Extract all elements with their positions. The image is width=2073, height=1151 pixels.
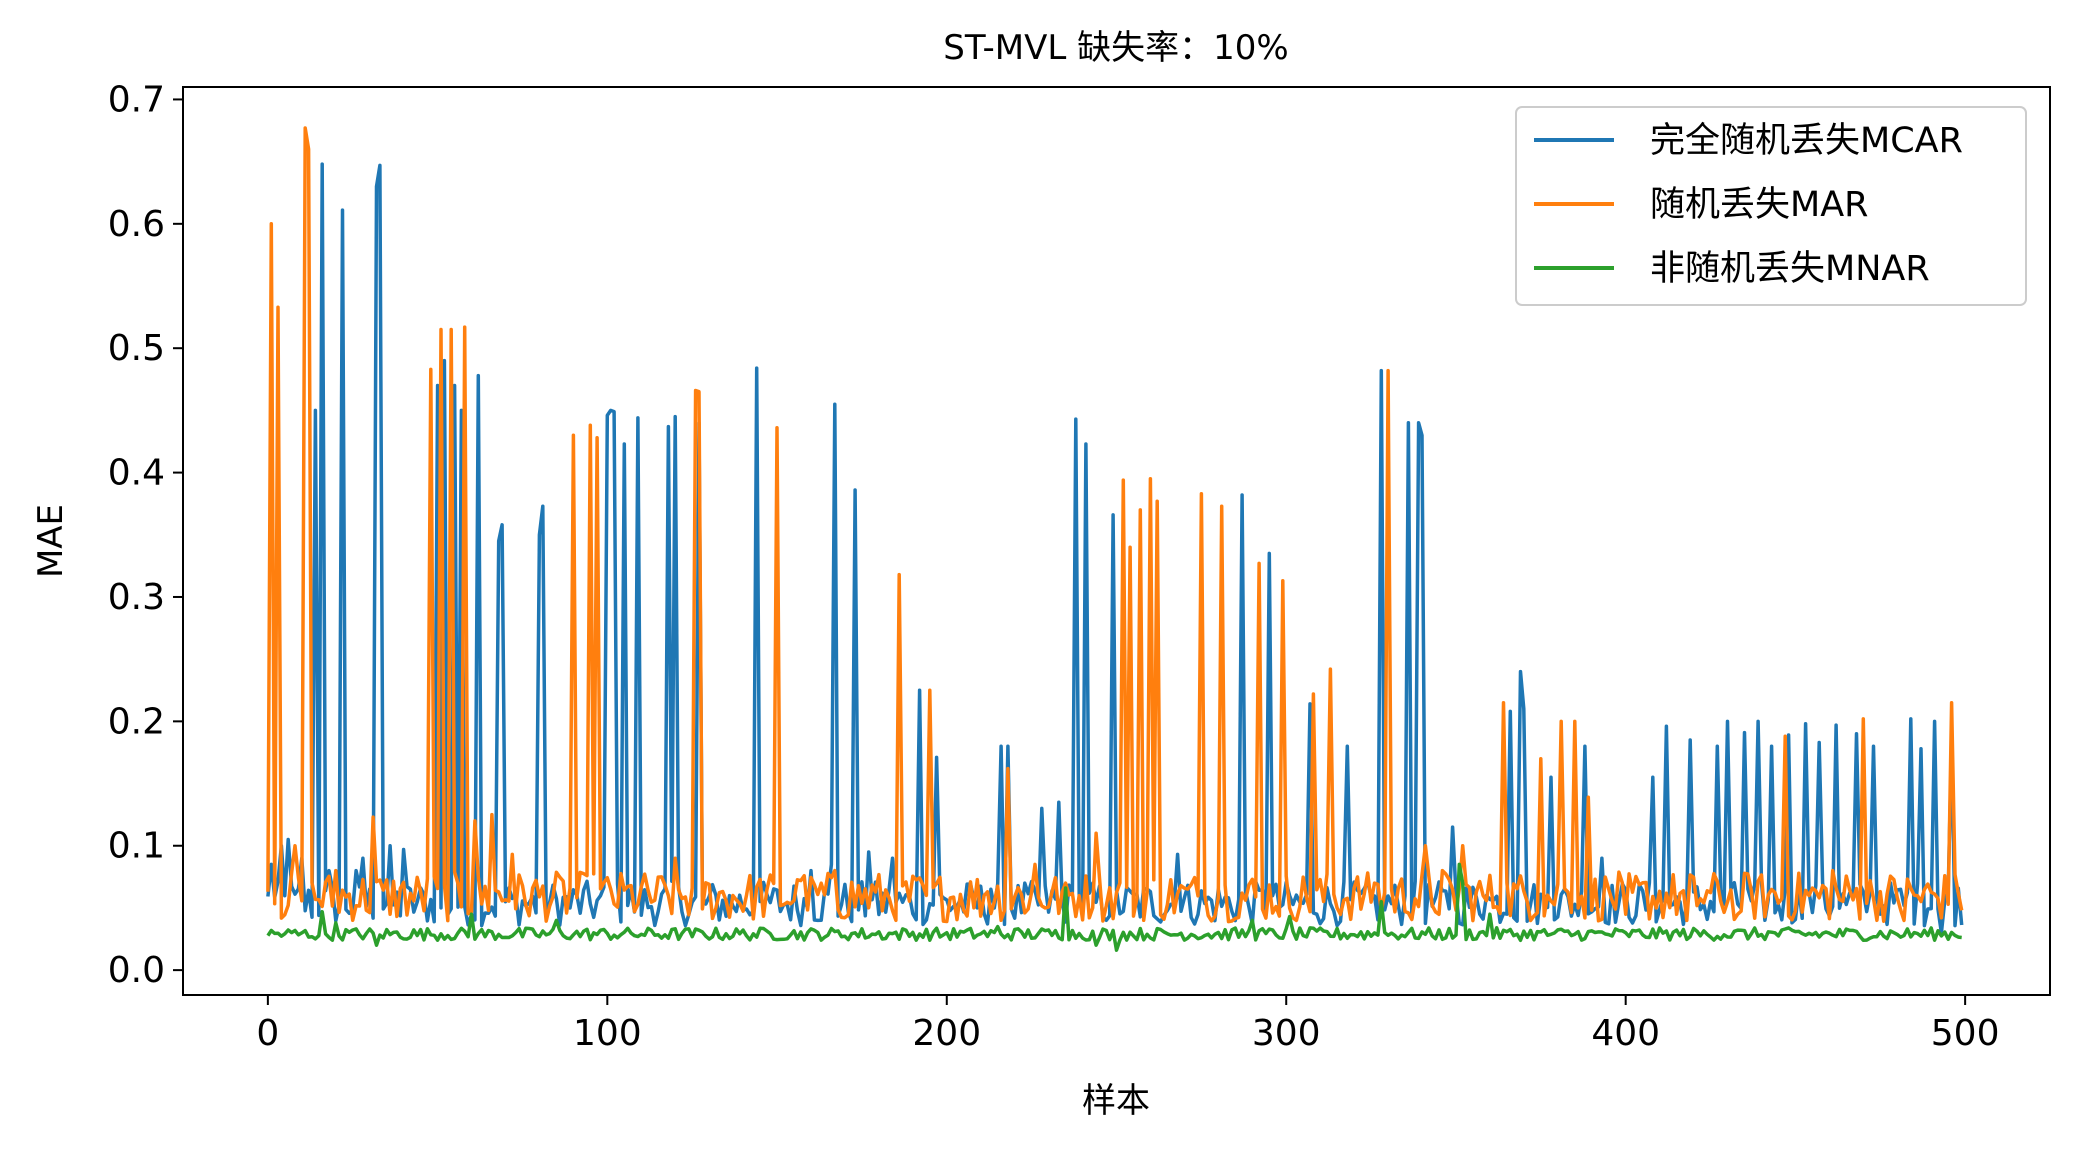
x-tick-label: 200 (912, 1013, 981, 1054)
chart-title: ST-MVL 缺失率：10% (943, 28, 1288, 68)
series-line-1 (266, 126, 1964, 924)
x-tick-label: 300 (1252, 1013, 1321, 1054)
series-lines (266, 126, 1964, 952)
x-tick-label: 500 (1931, 1013, 2000, 1054)
y-axis-ticks: 0.0 0.1 0.2 0.3 0.4 0.5 0.6 0.7 (108, 79, 183, 991)
y-tick-label: 0.1 (108, 826, 165, 867)
series-line-2 (266, 862, 1962, 952)
y-tick-label: 0.6 (108, 204, 165, 245)
y-tick-label: 0.0 (108, 950, 165, 991)
legend-label: 非随机丢失MNAR (1650, 249, 1930, 289)
x-tick-label: 0 (256, 1013, 279, 1054)
plot-area (182, 86, 2051, 996)
y-tick-label: 0.7 (108, 79, 165, 120)
y-axis-label: MAE (31, 504, 71, 578)
legend-label: 随机丢失MAR (1650, 185, 1868, 225)
y-tick-label: 0.5 (108, 328, 165, 369)
y-tick-label: 0.4 (108, 453, 165, 494)
y-tick-label: 0.3 (108, 577, 165, 618)
legend-box (1515, 106, 2027, 306)
x-axis-ticks: 0 100 200 300 400 500 (256, 995, 1999, 1054)
legend-label: 完全随机丢失MCAR (1650, 121, 1963, 161)
y-tick-label: 0.2 (108, 701, 165, 742)
axes-frame (182, 86, 2051, 996)
x-axis-label: 样本 (1082, 1081, 1150, 1121)
legend: 完全随机丢失MCAR 随机丢失MAR 非随机丢失MNAR (1515, 106, 2027, 306)
x-tick-label: 100 (573, 1013, 642, 1054)
x-tick-label: 400 (1591, 1013, 1660, 1054)
